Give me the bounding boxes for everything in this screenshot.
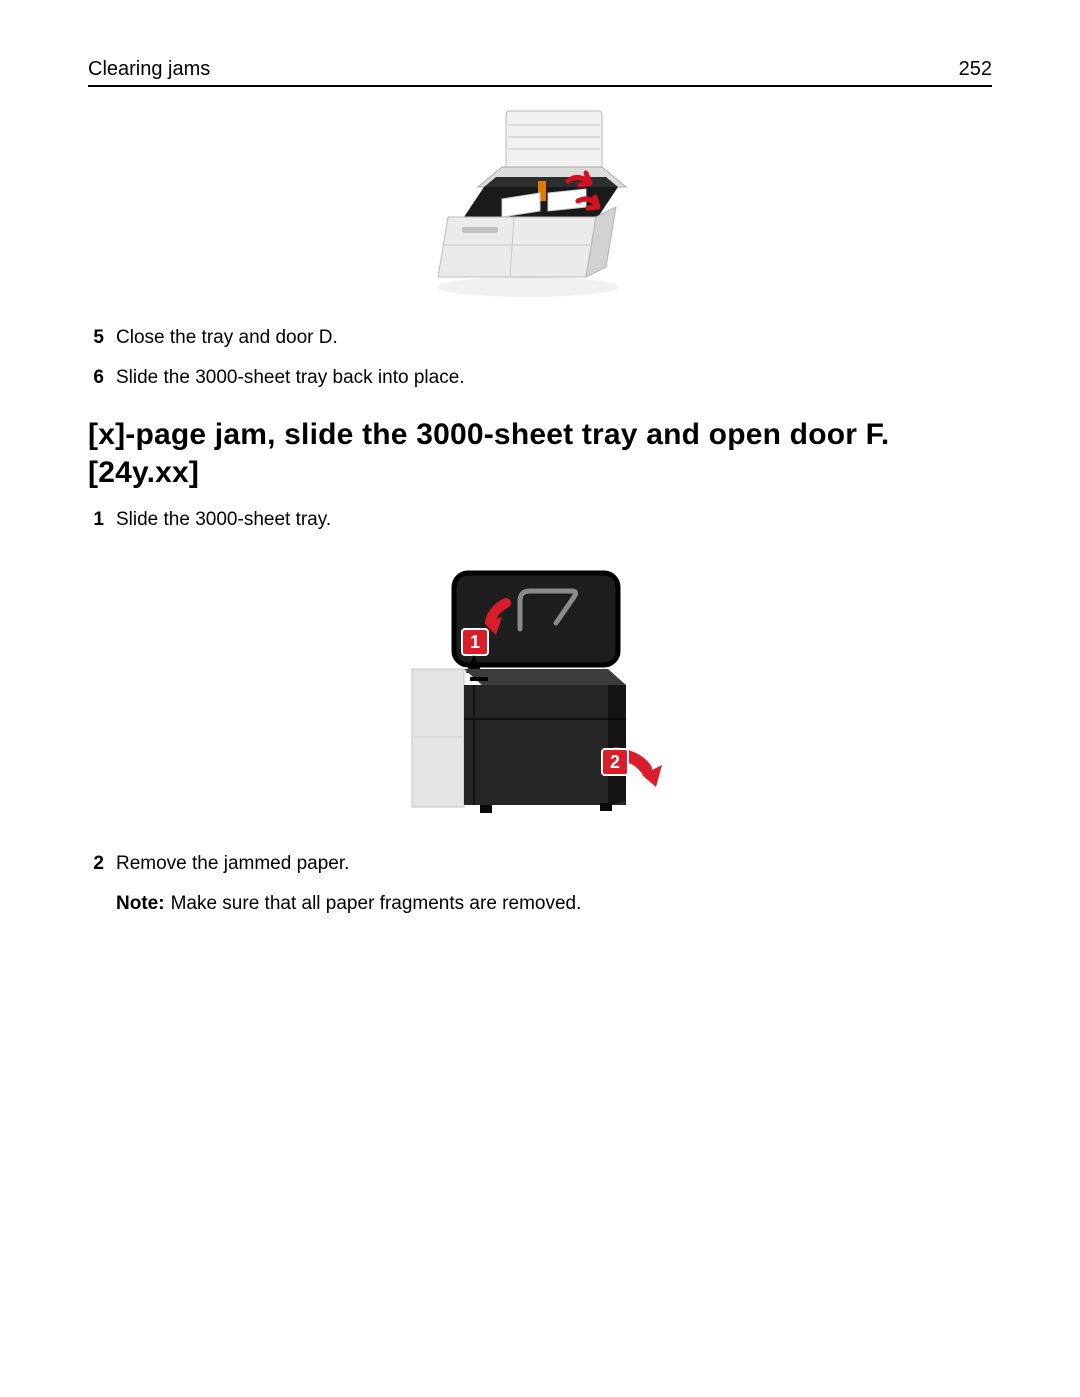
step-2: 2 Remove the jammed paper. xyxy=(88,851,992,877)
figure-3000-sheet-tray: 1 2 xyxy=(410,569,670,827)
section-heading: [x]‑page jam, slide the 3000‑sheet tray … xyxy=(88,416,992,491)
step-number: 2 xyxy=(88,851,104,877)
note-text: Make sure that all paper fragments are r… xyxy=(171,891,582,917)
note: Note: Make sure that all paper fragments… xyxy=(116,891,992,917)
step-5: 5 Close the tray and door D. xyxy=(88,325,992,351)
step-6: 6 Slide the 3000‑sheet tray back into pl… xyxy=(88,365,992,391)
step-number: 6 xyxy=(88,365,104,391)
step-1: 1 Slide the 3000‑sheet tray. xyxy=(88,507,992,533)
step-text: Close the tray and door D. xyxy=(116,325,992,351)
figure-printer-tray-open xyxy=(418,109,662,301)
step-text: Slide the 3000‑sheet tray. xyxy=(116,507,992,533)
header-title: Clearing jams xyxy=(88,58,210,81)
step-number: 1 xyxy=(88,507,104,533)
note-label: Note: xyxy=(116,891,165,917)
callout-1-label: 1 xyxy=(470,632,480,652)
step-text: Remove the jammed paper. xyxy=(116,851,992,877)
header-page-number: 252 xyxy=(959,58,992,81)
callout-2-label: 2 xyxy=(610,752,620,772)
step-text: Slide the 3000‑sheet tray back into plac… xyxy=(116,365,992,391)
figure-2-wrap: 1 2 xyxy=(88,547,992,851)
step-number: 5 xyxy=(88,325,104,351)
page-header: Clearing jams 252 xyxy=(88,58,992,87)
figure-1-wrap xyxy=(88,87,992,325)
